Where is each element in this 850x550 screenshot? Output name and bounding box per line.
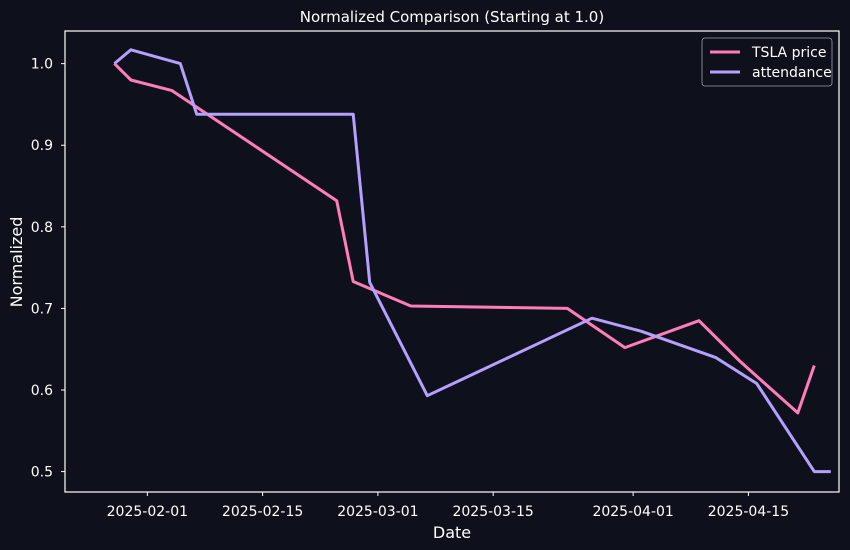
legend-box bbox=[701, 37, 833, 87]
y-tick-label: 0.5 bbox=[31, 465, 53, 481]
x-tick-label: 2025-04-15 bbox=[708, 504, 789, 520]
plot-frame bbox=[64, 30, 840, 493]
axis-ticks: 2025-02-01 2025-02-15 2025-03-01 2025-03-15… bbox=[31, 57, 789, 520]
x-tick-label: 2025-02-01 bbox=[107, 504, 188, 520]
legend-label-attendance: attendance bbox=[752, 65, 832, 81]
y-tick-label: 1.0 bbox=[31, 57, 53, 73]
x-tick-label: 2025-02-15 bbox=[222, 504, 303, 520]
x-tick-label: 2025-03-15 bbox=[452, 504, 533, 520]
plot-area bbox=[113, 48, 831, 474]
series-line-tsla-price bbox=[113, 62, 816, 415]
y-axis-label: Normalized bbox=[7, 217, 26, 308]
y-tick-label: 0.6 bbox=[31, 383, 53, 399]
x-axis-label: Date bbox=[433, 523, 471, 542]
chart-title: Normalized Comparison (Starting at 1.0) bbox=[300, 8, 604, 26]
y-tick-label: 0.9 bbox=[31, 138, 53, 154]
legend-label-tsla-price: TSLA price bbox=[751, 45, 826, 61]
x-tick-label: 2025-03-01 bbox=[337, 504, 418, 520]
y-tick-label: 0.8 bbox=[31, 220, 53, 236]
x-tick-label: 2025-04-01 bbox=[592, 504, 673, 520]
legend: TSLA price attendance bbox=[701, 37, 833, 87]
y-tick-label: 0.7 bbox=[31, 301, 53, 317]
series-line-attendance bbox=[113, 48, 831, 474]
